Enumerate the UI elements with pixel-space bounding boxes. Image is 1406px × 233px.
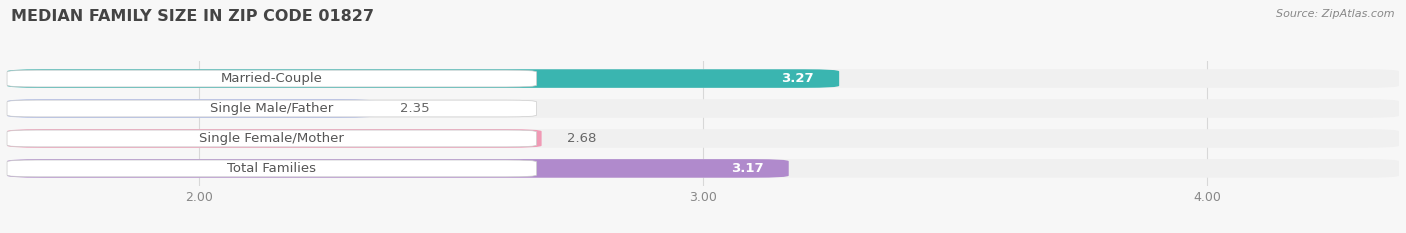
FancyBboxPatch shape xyxy=(7,99,1399,118)
Text: Single Female/Mother: Single Female/Mother xyxy=(200,132,344,145)
FancyBboxPatch shape xyxy=(7,100,537,117)
Text: 3.27: 3.27 xyxy=(782,72,814,85)
FancyBboxPatch shape xyxy=(7,159,1399,178)
Text: Source: ZipAtlas.com: Source: ZipAtlas.com xyxy=(1277,9,1395,19)
Text: 2.35: 2.35 xyxy=(401,102,430,115)
Text: 3.17: 3.17 xyxy=(731,162,763,175)
FancyBboxPatch shape xyxy=(7,69,839,88)
Text: MEDIAN FAMILY SIZE IN ZIP CODE 01827: MEDIAN FAMILY SIZE IN ZIP CODE 01827 xyxy=(11,9,374,24)
FancyBboxPatch shape xyxy=(7,129,541,148)
FancyBboxPatch shape xyxy=(7,130,537,147)
FancyBboxPatch shape xyxy=(7,70,537,87)
FancyBboxPatch shape xyxy=(7,69,1399,88)
FancyBboxPatch shape xyxy=(7,99,375,118)
Text: 2.68: 2.68 xyxy=(567,132,596,145)
FancyBboxPatch shape xyxy=(7,129,1399,148)
FancyBboxPatch shape xyxy=(7,160,537,177)
Text: Married-Couple: Married-Couple xyxy=(221,72,323,85)
FancyBboxPatch shape xyxy=(7,159,789,178)
Text: Single Male/Father: Single Male/Father xyxy=(209,102,333,115)
Text: Total Families: Total Families xyxy=(228,162,316,175)
